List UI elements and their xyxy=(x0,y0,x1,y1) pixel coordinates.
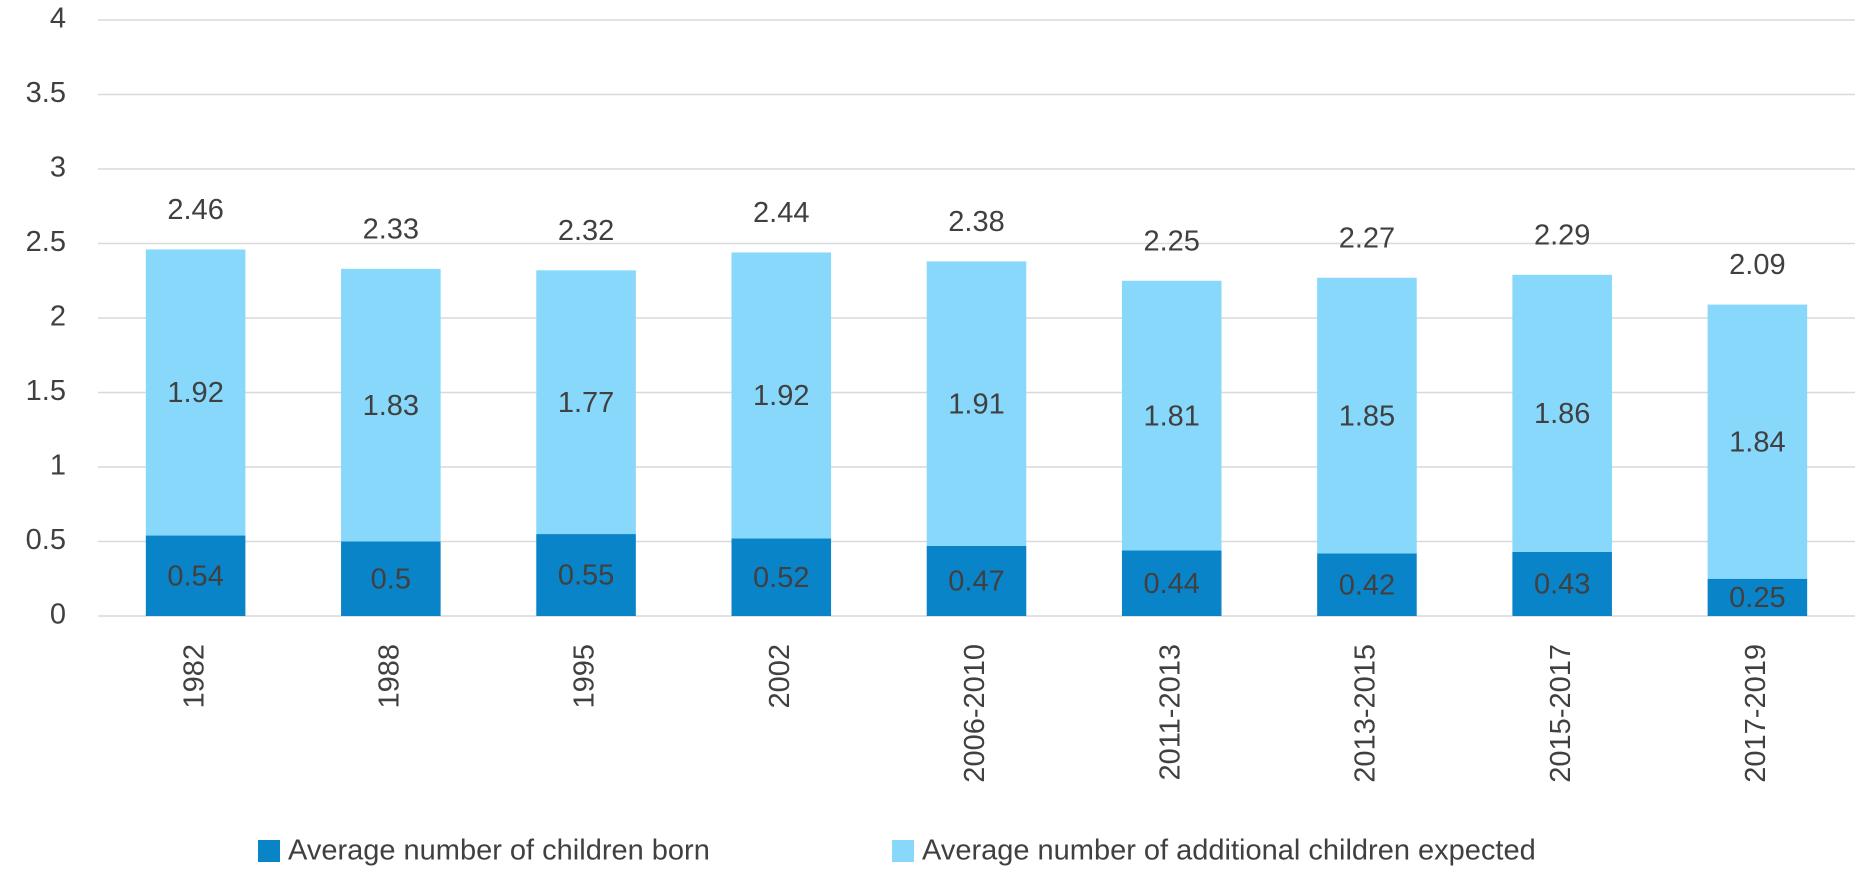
bar-segment xyxy=(341,541,441,616)
legend-swatch xyxy=(892,840,914,862)
legend-swatch xyxy=(258,840,280,862)
bar-segment xyxy=(536,534,636,616)
bar-segment xyxy=(731,252,832,539)
total-label: 2.46 xyxy=(167,194,223,226)
x-tick-label: 2002 xyxy=(764,644,796,709)
bar-segment xyxy=(926,545,1027,616)
legend-label: Average number of additional children ex… xyxy=(922,835,1536,867)
bar-segment xyxy=(1121,280,1222,551)
data-label: 1.92 xyxy=(753,380,809,412)
y-tick-label: 1.5 xyxy=(26,375,66,407)
bar-segment xyxy=(1707,578,1808,616)
data-label: 0.55 xyxy=(558,560,614,592)
y-tick-label: 1 xyxy=(50,450,66,482)
data-label: 0.43 xyxy=(1534,569,1590,601)
y-tick-label: 0 xyxy=(50,599,66,631)
data-label: 0.5 xyxy=(371,563,411,595)
total-label: 2.27 xyxy=(1339,222,1395,254)
bar-segment xyxy=(536,270,636,535)
data-label: 1.81 xyxy=(1143,400,1199,432)
x-tick-label: 2015-2017 xyxy=(1545,644,1577,783)
data-label: 1.92 xyxy=(167,377,223,409)
y-tick-label: 3 xyxy=(50,152,66,184)
total-label: 2.38 xyxy=(948,206,1004,238)
data-label: 1.77 xyxy=(558,387,614,419)
y-tick-label: 4 xyxy=(50,3,66,35)
y-tick-label: 2 xyxy=(50,301,66,333)
x-tick-label: 2013-2015 xyxy=(1350,644,1382,783)
legend-label: Average number of children born xyxy=(288,835,710,867)
total-label: 2.33 xyxy=(363,213,419,245)
bar-segment xyxy=(1317,553,1417,616)
x-tick-label: 2017-2019 xyxy=(1740,644,1772,783)
bar-segment xyxy=(926,261,1027,546)
bar-segment xyxy=(341,268,441,542)
x-tick-label: 1982 xyxy=(178,644,210,709)
y-tick-label: 2.5 xyxy=(26,226,66,258)
total-label: 2.09 xyxy=(1729,249,1785,281)
x-tick-label: 2011-2013 xyxy=(1154,644,1186,781)
total-label: 2.32 xyxy=(558,215,614,247)
total-label: 2.25 xyxy=(1143,225,1199,257)
bar-segment xyxy=(145,249,246,536)
y-tick-label: 3.5 xyxy=(26,77,66,109)
bar-segment xyxy=(731,538,832,616)
data-label: 0.25 xyxy=(1729,582,1785,614)
x-tick-label: 1988 xyxy=(373,644,405,709)
data-label: 0.42 xyxy=(1339,569,1395,601)
total-label: 2.29 xyxy=(1534,219,1590,251)
data-label: 1.85 xyxy=(1339,400,1395,432)
data-label: 1.83 xyxy=(363,390,419,422)
y-tick-label: 0.5 xyxy=(26,524,66,556)
x-tick-label: 2006-2010 xyxy=(959,644,991,783)
bar-segment xyxy=(1121,550,1222,616)
data-label: 0.44 xyxy=(1143,568,1199,600)
bar-segment xyxy=(1317,277,1417,554)
data-label: 1.84 xyxy=(1729,426,1785,458)
bar-segment xyxy=(1512,551,1612,616)
data-label: 0.47 xyxy=(948,566,1004,598)
data-label: 1.86 xyxy=(1534,398,1590,430)
data-label: 0.54 xyxy=(167,560,223,592)
bar-segment xyxy=(1512,274,1612,552)
data-label: 1.91 xyxy=(948,388,1004,420)
total-label: 2.44 xyxy=(753,197,809,229)
x-tick-label: 1995 xyxy=(569,644,601,709)
bar-segment xyxy=(145,535,246,616)
bar-segment xyxy=(1707,304,1808,579)
data-label: 0.52 xyxy=(753,562,809,594)
